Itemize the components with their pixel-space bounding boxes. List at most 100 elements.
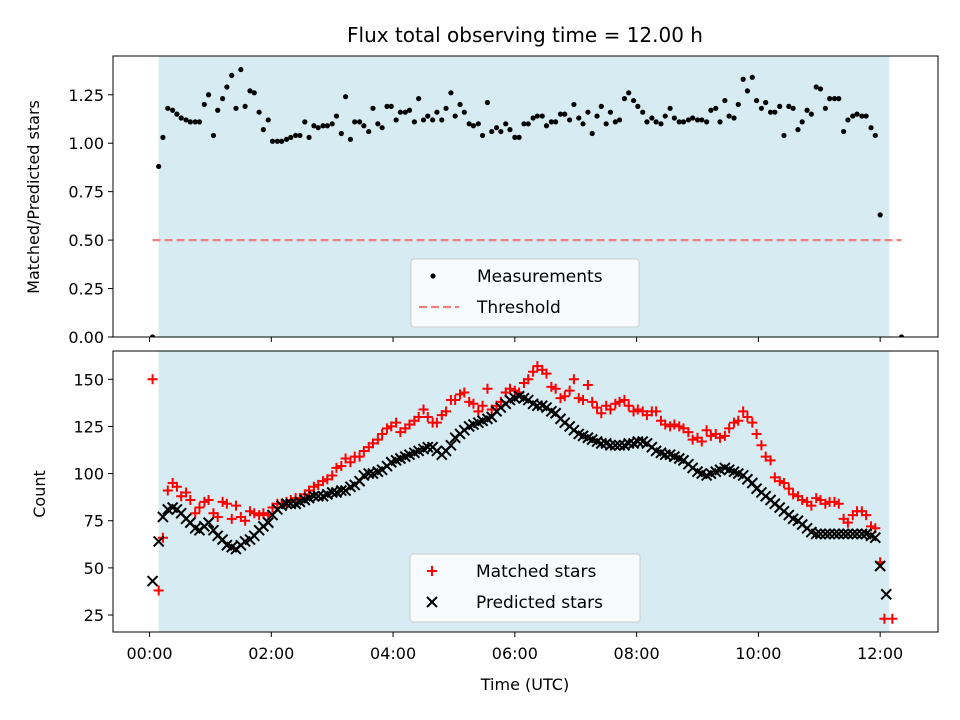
data-point	[687, 434, 698, 445]
data-point	[157, 511, 169, 523]
data-point	[190, 508, 201, 519]
data-point	[845, 117, 851, 123]
data-point	[194, 502, 205, 513]
y-tick-label: 150	[73, 370, 104, 389]
data-point	[833, 498, 844, 509]
x-axis-label: Time (UTC)	[480, 675, 569, 694]
data-point	[559, 391, 570, 402]
data-point	[578, 395, 589, 406]
data-point	[868, 125, 874, 131]
axes-frame	[112, 55, 939, 338]
data-point	[872, 132, 878, 139]
legend-marker-predicted	[426, 596, 438, 608]
data-point	[201, 101, 207, 108]
data-point	[238, 66, 244, 73]
data-point	[470, 123, 477, 129]
data-point	[880, 588, 892, 600]
legend: Measurements Threshold	[410, 258, 640, 328]
data-point	[262, 516, 274, 529]
data-point	[377, 428, 388, 439]
y-tick-label: 75	[84, 512, 104, 531]
y-tick-label: 0.75	[68, 183, 104, 202]
data-point	[836, 96, 842, 102]
data-point	[297, 132, 303, 139]
data-point	[797, 494, 808, 505]
data-point	[612, 119, 618, 125]
data-point	[726, 113, 732, 119]
legend-label: Matched stars	[476, 562, 596, 582]
data-point	[813, 84, 819, 90]
data-point	[767, 109, 774, 115]
data-point	[230, 500, 241, 511]
data-point	[621, 96, 628, 102]
data-point	[781, 132, 787, 139]
data-point	[459, 387, 470, 398]
data-point	[705, 430, 716, 441]
data-point	[434, 109, 440, 115]
data-point	[293, 132, 299, 139]
data-point	[887, 613, 898, 624]
data-point	[185, 494, 196, 505]
data-point	[790, 105, 796, 111]
data-point	[283, 136, 290, 142]
data-point	[623, 400, 634, 411]
data-point	[439, 117, 445, 123]
data-point	[279, 138, 285, 144]
data-point	[683, 427, 694, 438]
data-point	[632, 435, 644, 448]
data-point	[324, 123, 330, 129]
data-point	[548, 119, 554, 125]
data-point	[285, 498, 297, 510]
data-point	[539, 113, 545, 119]
data-point	[595, 437, 608, 450]
x-tick-label: 10:00	[735, 644, 781, 663]
y-tick-label: 0.50	[68, 231, 104, 250]
data-point	[411, 119, 417, 125]
data-point	[430, 117, 436, 123]
data-point	[162, 485, 173, 496]
data-point	[479, 132, 486, 139]
data-point	[571, 101, 577, 108]
data-point	[183, 117, 189, 123]
data-point	[274, 138, 280, 144]
data-point	[153, 585, 164, 596]
series-predicted-stars	[146, 390, 892, 600]
data-point	[202, 516, 215, 529]
data-point	[850, 113, 856, 119]
axes-frame	[112, 350, 939, 633]
x-tick-label: 02:00	[248, 644, 294, 663]
data-point	[715, 432, 726, 443]
data-point	[740, 76, 746, 82]
data-point	[758, 105, 765, 111]
data-point	[512, 134, 518, 140]
data-point	[596, 408, 607, 419]
data-point	[869, 531, 881, 544]
bottom-y-axis-label: Count	[30, 470, 49, 518]
data-point	[777, 103, 783, 109]
data-point	[233, 105, 239, 111]
data-point	[717, 119, 723, 125]
data-point	[842, 528, 854, 540]
top-y-axis-label: Matched/Predicted stars	[24, 100, 43, 294]
data-point	[416, 96, 422, 102]
data-point	[420, 117, 427, 123]
data-point	[733, 415, 744, 426]
data-point	[585, 109, 591, 115]
data-point	[550, 383, 561, 394]
data-point	[696, 436, 707, 447]
data-point	[837, 528, 850, 540]
data-point	[149, 334, 156, 337]
data-point	[874, 560, 886, 572]
data-point	[605, 404, 616, 415]
data-point	[616, 117, 623, 123]
data-point	[205, 92, 212, 98]
data-point	[525, 121, 531, 127]
data-point	[170, 107, 176, 113]
legend-label: Threshold	[476, 298, 561, 318]
data-point	[219, 96, 226, 102]
data-point	[842, 517, 853, 528]
data-point	[576, 115, 582, 121]
data-point	[799, 119, 805, 125]
data-point	[468, 398, 479, 409]
